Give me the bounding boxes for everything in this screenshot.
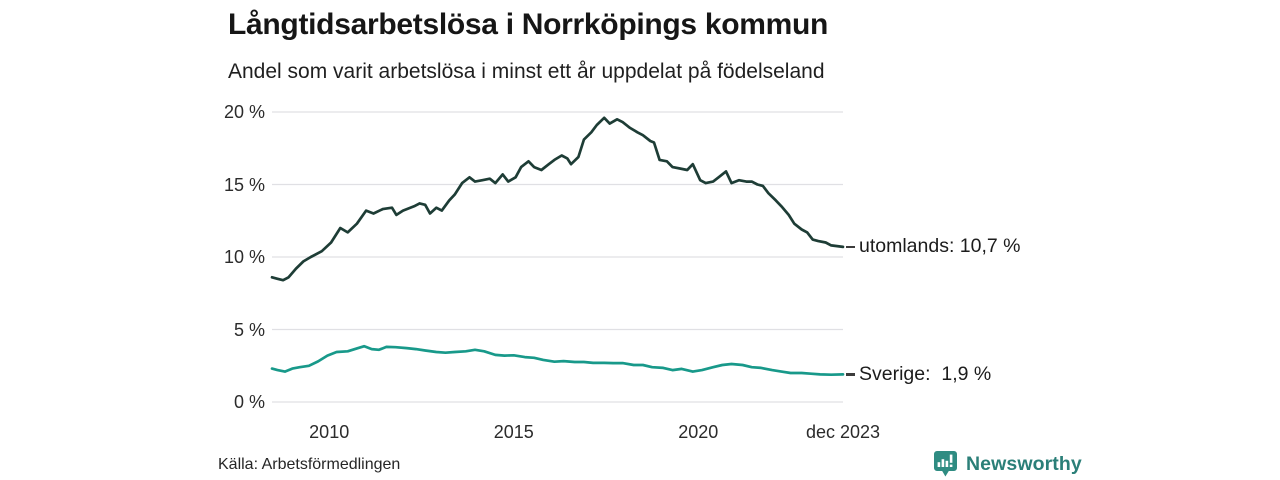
newsworthy-logo: Newsworthy (933, 450, 1082, 478)
y-tick-label: 20 % (223, 102, 265, 122)
x-tick-label: dec 2023 (805, 422, 881, 442)
newsworthy-bubble-barchart-icon (934, 451, 957, 477)
label-connector-dash (846, 245, 855, 249)
x-tick-label: 2010 (309, 422, 350, 442)
chart-subtitle: Andel som varit arbetslösa i minst ett å… (228, 60, 825, 83)
series-label-Sverige: Sverige: 1,9 % (846, 361, 991, 387)
x-tick-label: 2015 (493, 422, 534, 442)
newsworthy-wordmark: Newsworthy (966, 452, 1082, 475)
series-label-text: Sverige: 1,9 % (859, 362, 992, 385)
y-tick-label: 5 % (233, 319, 265, 340)
y-tick-label: 0 % (233, 392, 265, 412)
series-line-utomlands (270, 116, 845, 282)
page-title: Långtidsarbetslösa i Norrköpings kommun (228, 8, 829, 41)
series-label-utomlands: utomlands: 10,7 % (846, 234, 1021, 260)
y-tick-label: 15 % (223, 174, 265, 195)
series-line-Sverige (270, 344, 845, 377)
series-label-text: utomlands: 10,7 % (859, 235, 1021, 258)
y-tick-label: 10 % (223, 247, 265, 267)
source-credit: Källa: Arbetsförmedlingen (218, 456, 401, 473)
label-connector-dash (846, 373, 855, 376)
x-tick-label: 2020 (678, 422, 719, 442)
